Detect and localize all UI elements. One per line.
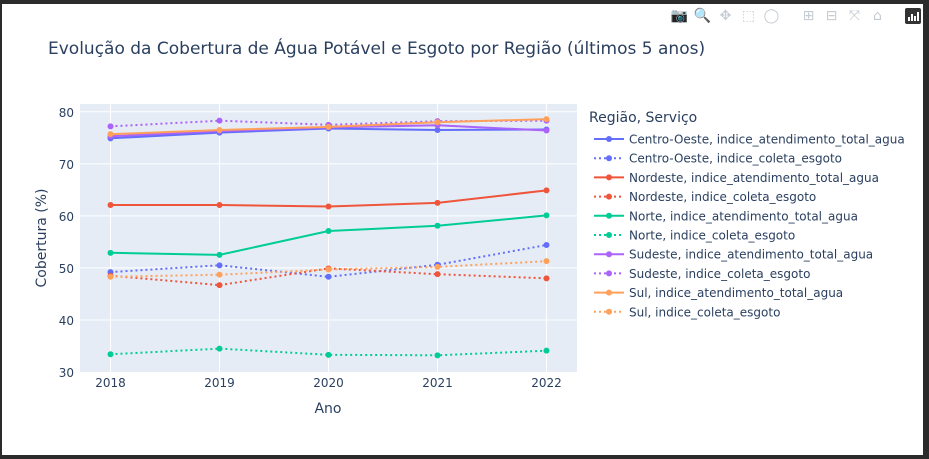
data-point-nordeste-indice-atendimento-total-agua[interactable]: [325, 203, 332, 210]
zoom-in-icon[interactable]: ⊞: [802, 8, 815, 24]
chart-title: Evolução da Cobertura de Água Potável e …: [48, 37, 705, 59]
x-tick-label: 2018: [95, 376, 126, 390]
legend-label: Centro-Oeste, indice_coleta_esgoto: [629, 152, 842, 166]
data-point-nordeste-indice-atendimento-total-agua[interactable]: [216, 201, 223, 208]
data-point-nordeste-indice-atendimento-total-agua[interactable]: [107, 201, 114, 208]
legend-label: Centro-Oeste, indice_atendimento_total_a…: [629, 133, 905, 147]
x-axis-ticks: 2018 2019 2020 2021 2022: [95, 376, 562, 390]
modebar: 📷 🔍 ✥ ⬚ ◯ ⊞ ⊟ ⤧ ⌂: [670, 6, 921, 26]
data-point-norte-indice-coleta-esgoto[interactable]: [107, 351, 114, 358]
data-point-norte-indice-coleta-esgoto[interactable]: [543, 347, 550, 354]
reset-axes-icon[interactable]: ⌂: [873, 8, 882, 24]
data-point-sul-indice-coleta-esgoto[interactable]: [107, 273, 114, 280]
legend-swatch-marker: [606, 212, 612, 219]
legend-item-nordeste-indice-atendimento-total-agua[interactable]: Nordeste, indice_atendimento_total_agua: [594, 171, 879, 185]
y-tick-label: 30: [59, 366, 74, 380]
x-axis-label: Ano: [314, 401, 341, 417]
data-point-sul-indice-atendimento-total-agua[interactable]: [543, 116, 550, 123]
legend-item-centro-oeste-indice-coleta-esgoto[interactable]: Centro-Oeste, indice_coleta_esgoto: [594, 152, 842, 166]
data-point-sul-indice-atendimento-total-agua[interactable]: [325, 123, 332, 130]
y-tick-label: 70: [59, 158, 74, 172]
data-point-nordeste-indice-coleta-esgoto[interactable]: [216, 282, 223, 289]
data-point-nordeste-indice-coleta-esgoto[interactable]: [543, 275, 550, 282]
data-point-norte-indice-atendimento-total-agua[interactable]: [325, 227, 332, 234]
legend-item-centro-oeste-indice-atendimento-total-agua[interactable]: Centro-Oeste, indice_atendimento_total_a…: [594, 133, 905, 147]
camera-icon[interactable]: 📷: [670, 8, 689, 24]
box-select-icon[interactable]: ⬚: [741, 8, 756, 24]
chart-frame: 📷 🔍 ✥ ⬚ ◯ ⊞ ⊟ ⤧ ⌂ Evolução da Cobertura …: [2, 4, 923, 455]
legend: Região, Serviço Centro-Oeste, indice_ate…: [589, 110, 905, 319]
data-point-sudeste-indice-coleta-esgoto[interactable]: [107, 123, 114, 130]
series-line-centro-oeste-indice-coleta-esgoto[interactable]: [110, 244, 547, 278]
x-tick-label: 2021: [422, 376, 453, 390]
data-point-norte-indice-atendimento-total-agua[interactable]: [216, 251, 223, 258]
legend-title: Região, Serviço: [589, 110, 697, 126]
legend-swatch-marker: [606, 193, 612, 200]
series-line-nordeste-indice-coleta-esgoto[interactable]: [110, 267, 547, 287]
legend-label: Sul, indice_atendimento_total_agua: [629, 286, 843, 300]
legend-swatch-marker: [606, 270, 612, 277]
legend-item-sul-indice-coleta-esgoto[interactable]: Sul, indice_coleta_esgoto: [594, 305, 780, 319]
y-axis-ticks: 30 40 50 60 70 80: [59, 106, 74, 380]
data-point-nordeste-indice-atendimento-total-agua[interactable]: [434, 199, 441, 206]
legend-item-norte-indice-coleta-esgoto[interactable]: Norte, indice_coleta_esgoto: [594, 229, 795, 243]
data-point-norte-indice-atendimento-total-agua[interactable]: [107, 249, 114, 256]
legend-item-sudeste-indice-atendimento-total-agua[interactable]: Sudeste, indice_atendimento_total_agua: [594, 248, 873, 262]
pan-icon[interactable]: ✥: [719, 8, 732, 24]
x-tick-label: 2019: [204, 376, 235, 390]
legend-label: Sudeste, indice_coleta_esgoto: [629, 267, 810, 281]
legend-swatch-marker: [606, 155, 612, 162]
zoom-icon[interactable]: 🔍: [693, 8, 712, 24]
data-point-sul-indice-atendimento-total-agua[interactable]: [107, 131, 114, 138]
data-point-norte-indice-atendimento-total-agua[interactable]: [543, 212, 550, 219]
data-point-norte-indice-coleta-esgoto[interactable]: [325, 351, 332, 358]
data-point-nordeste-indice-coleta-esgoto[interactable]: [434, 271, 441, 278]
data-point-centro-oeste-indice-coleta-esgoto[interactable]: [216, 262, 223, 269]
data-point-centro-oeste-indice-coleta-esgoto[interactable]: [325, 273, 332, 280]
autoscale-icon[interactable]: ⤧: [848, 8, 861, 24]
x-tick-label: 2020: [313, 376, 344, 390]
legend-label: Norte, indice_coleta_esgoto: [629, 229, 795, 243]
data-point-centro-oeste-indice-atendimento-total-agua[interactable]: [434, 127, 441, 134]
legend-label: Nordeste, indice_atendimento_total_agua: [629, 171, 879, 185]
legend-swatch-marker: [606, 174, 612, 181]
plotly-logo-icon[interactable]: [905, 8, 921, 24]
data-point-sul-indice-coleta-esgoto[interactable]: [325, 266, 332, 273]
y-tick-label: 80: [59, 106, 74, 120]
legend-item-norte-indice-atendimento-total-agua[interactable]: Norte, indice_atendimento_total_agua: [594, 209, 858, 223]
legend-item-nordeste-indice-coleta-esgoto[interactable]: Nordeste, indice_coleta_esgoto: [594, 190, 816, 204]
zoom-out-icon[interactable]: ⊟: [825, 8, 838, 24]
legend-swatch-marker: [606, 308, 612, 315]
data-point-sul-indice-coleta-esgoto[interactable]: [434, 263, 441, 270]
legend-label: Norte, indice_atendimento_total_agua: [629, 209, 858, 223]
line-chart: Evolução da Cobertura de Água Potável e …: [34, 37, 905, 417]
legend-label: Nordeste, indice_coleta_esgoto: [629, 190, 816, 204]
y-axis-label: Cobertura (%): [34, 189, 50, 288]
data-point-sul-indice-atendimento-total-agua[interactable]: [434, 119, 441, 126]
legend-swatch-marker: [606, 251, 612, 258]
y-tick-label: 40: [59, 314, 74, 328]
series-markers: [107, 116, 550, 359]
data-point-sul-indice-coleta-esgoto[interactable]: [543, 258, 550, 265]
legend-swatch-marker: [606, 232, 612, 238]
legend-item-sul-indice-atendimento-total-agua[interactable]: Sul, indice_atendimento_total_agua: [594, 286, 843, 300]
y-tick-label: 60: [59, 210, 74, 224]
y-tick-label: 50: [59, 262, 74, 276]
legend-item-sudeste-indice-coleta-esgoto[interactable]: Sudeste, indice_coleta_esgoto: [594, 267, 810, 281]
legend-swatch-marker: [606, 289, 612, 296]
data-point-sul-indice-atendimento-total-agua[interactable]: [216, 127, 223, 134]
data-point-sul-indice-coleta-esgoto[interactable]: [216, 271, 223, 278]
lasso-select-icon[interactable]: ◯: [763, 8, 780, 24]
data-point-nordeste-indice-atendimento-total-agua[interactable]: [543, 187, 550, 194]
legend-swatch-marker: [606, 136, 612, 142]
data-point-norte-indice-coleta-esgoto[interactable]: [434, 352, 441, 359]
data-point-sudeste-indice-coleta-esgoto[interactable]: [216, 117, 223, 124]
data-point-sudeste-indice-atendimento-total-agua[interactable]: [543, 127, 550, 134]
x-tick-label: 2022: [531, 376, 562, 390]
data-point-centro-oeste-indice-coleta-esgoto[interactable]: [543, 242, 550, 249]
legend-label: Sul, indice_coleta_esgoto: [629, 305, 780, 319]
data-point-norte-indice-coleta-esgoto[interactable]: [216, 345, 223, 352]
data-point-norte-indice-atendimento-total-agua[interactable]: [434, 222, 441, 229]
legend-label: Sudeste, indice_atendimento_total_agua: [629, 248, 873, 262]
